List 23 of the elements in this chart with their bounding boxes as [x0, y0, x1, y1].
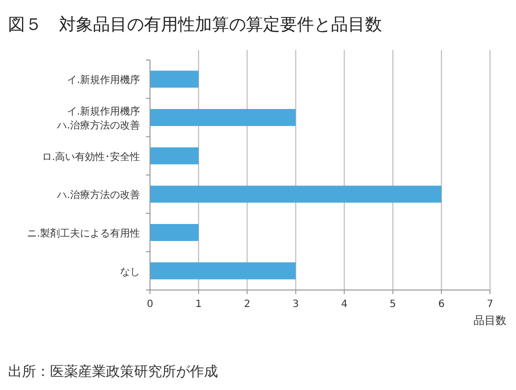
chart-title: 図５ 対象品目の有用性加算の算定要件と品目数 — [8, 15, 382, 35]
x-tick-label: 5 — [390, 299, 396, 310]
bar — [150, 147, 199, 164]
bar — [150, 186, 442, 203]
y-tick-label: ロ.高い有効性･安全性 — [42, 150, 140, 163]
bar — [150, 262, 296, 280]
y-tick-label: なし — [120, 266, 140, 278]
x-tick-label: 3 — [292, 299, 299, 310]
bar — [150, 70, 199, 88]
bar — [150, 224, 199, 241]
x-tick-label: 6 — [438, 299, 445, 310]
y-tick-label: ニ.製剤工夫による有用性 — [26, 228, 140, 240]
bar — [150, 109, 296, 126]
y-tick-label: イ.新規作用機序 — [66, 74, 140, 86]
x-tick-label: 1 — [195, 299, 202, 310]
y-tick-label: ハ.治療方法の改善 — [56, 189, 140, 202]
x-tick-label: 2 — [244, 299, 250, 310]
x-axis-title: 品目数 — [474, 314, 506, 327]
x-tick-label: 7 — [486, 299, 494, 310]
x-tick-label: 0 — [146, 299, 154, 310]
x-tick-label: 4 — [341, 299, 348, 310]
y-tick-label: イ.新規作用機序ハ.治療方法の改善 — [56, 106, 140, 132]
text: 出所：医薬産業政策研究所が作成 — [8, 364, 218, 380]
